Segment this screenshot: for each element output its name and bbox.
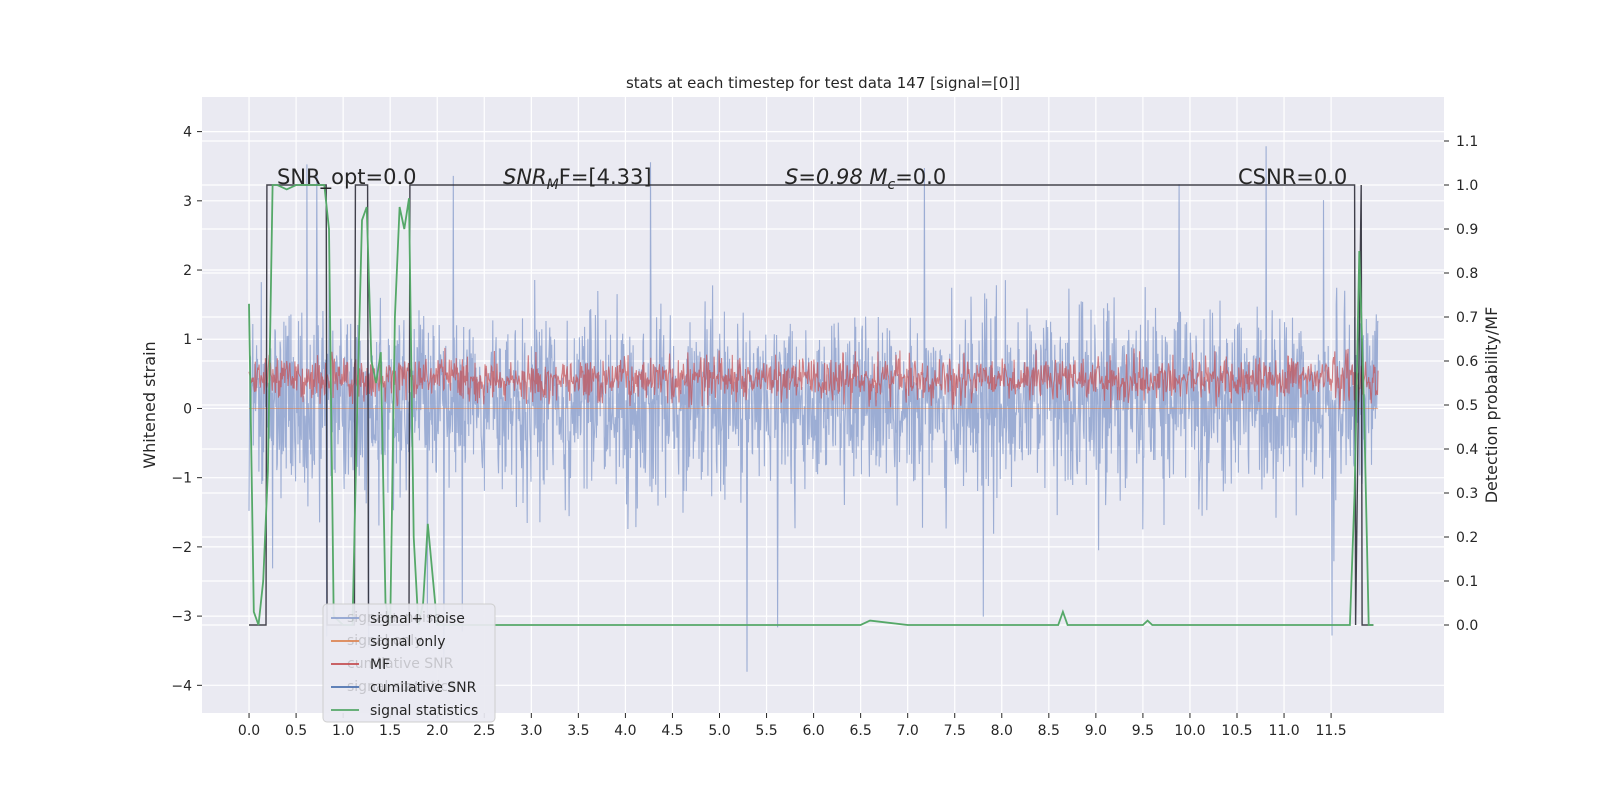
y-axis-right-label: Detection probability/MF (1482, 307, 1501, 504)
y-right-tick-label: 0.8 (1456, 266, 1478, 282)
y-tick-label: −3 (171, 609, 192, 625)
x-tick-label: 3.0 (520, 723, 542, 739)
annotations: SNR_opt=0.0 SNRMF=[4.33] S=0.98 Mc=0.0 CSNR… (277, 165, 1347, 193)
x-tick-label: 11.0 (1268, 723, 1299, 739)
legend-label: MF (370, 657, 390, 673)
x-tick-label: 4.5 (661, 723, 683, 739)
chart-title: stats at each timestep for test data 147… (626, 74, 1020, 92)
y-right-tick-label: 0.7 (1456, 310, 1478, 326)
x-tick-label: 10.0 (1174, 723, 1205, 739)
x-tick-label: 2.5 (473, 723, 495, 739)
y-right-tick-label: 0.1 (1456, 574, 1478, 590)
x-tick-label: 4.0 (614, 723, 636, 739)
series-mf (248, 347, 1379, 410)
y-right-tick-label: 0.5 (1456, 398, 1478, 414)
y-right-tick-label: 0.6 (1456, 354, 1478, 370)
legend-box (322, 603, 496, 723)
legend-ghost-label: signal only (347, 633, 422, 649)
legend-label: cumilative SNR (370, 680, 477, 696)
y-right-tick-label: 0.0 (1456, 618, 1478, 634)
x-tick-label: 6.0 (802, 723, 824, 739)
y-right-tick-label: 1.0 (1456, 178, 1478, 194)
y-right-tick-label: 0.2 (1456, 530, 1478, 546)
x-tick-label: 9.0 (1085, 723, 1107, 739)
x-tick-label: 11.5 (1316, 723, 1347, 739)
x-tick-label: 8.5 (1038, 723, 1060, 739)
x-tick-label: 0.0 (238, 723, 260, 739)
y-right-tick-label: 0.4 (1456, 442, 1478, 458)
x-tick-label: 9.5 (1132, 723, 1154, 739)
y-tick-label: 3 (183, 194, 192, 210)
y-axis-label: Whitened strain (140, 341, 159, 468)
y-tick-label: 4 (183, 125, 192, 141)
x-tick-label: 5.0 (708, 723, 730, 739)
x-tick-label: 1.0 (332, 723, 354, 739)
y-tick-label: 0 (183, 401, 192, 417)
x-tick-label: 7.5 (944, 723, 966, 739)
y-right-tick-label: 1.1 (1456, 134, 1478, 150)
legend-label: signal only (370, 634, 445, 650)
x-tick-label: 1.5 (379, 723, 401, 739)
annotation-1: SNRMF=[4.33] (503, 165, 652, 193)
y-tick-label: 2 (183, 263, 192, 279)
y-right-tick-label: 0.3 (1456, 486, 1478, 502)
legend-ghost-label: signal+ noise (347, 610, 442, 626)
x-tick-label: 0.5 (285, 723, 307, 739)
x-tick-label: 3.5 (567, 723, 589, 739)
legend-ghost-label: cumilative SNR (347, 656, 454, 672)
y-tick-label: 1 (183, 332, 192, 348)
x-tick-label: 7.0 (897, 723, 919, 739)
x-tick-label: 10.5 (1221, 723, 1252, 739)
annotation-2: S=0.98 Mc=0.0 (785, 165, 946, 193)
axes-layer: 0.0 0.5 1.0 1.5 2.0 2.5 3.0 3.5 4.0 4.5 5.0 5.5 6.0 6… (171, 125, 1478, 739)
x-tick-label: 6.5 (850, 723, 872, 739)
annotation-0: SNR_opt=0.0 (277, 165, 417, 190)
y-right-tick-label: 0.9 (1456, 222, 1478, 238)
x-tick-label: 8.0 (991, 723, 1013, 739)
x-tick-label: 5.5 (755, 723, 777, 739)
legend-label: signal+ noise (370, 611, 465, 627)
legend-label: signal statistics (370, 703, 478, 719)
y-tick-label: −1 (171, 471, 192, 487)
y-tick-label: −2 (171, 540, 192, 556)
y-tick-label: −4 (171, 678, 192, 694)
x-tick-label: 2.0 (426, 723, 448, 739)
legend-ghost-label: signal statistics (347, 679, 455, 695)
annotation-3: CSNR=0.0 (1238, 165, 1347, 189)
